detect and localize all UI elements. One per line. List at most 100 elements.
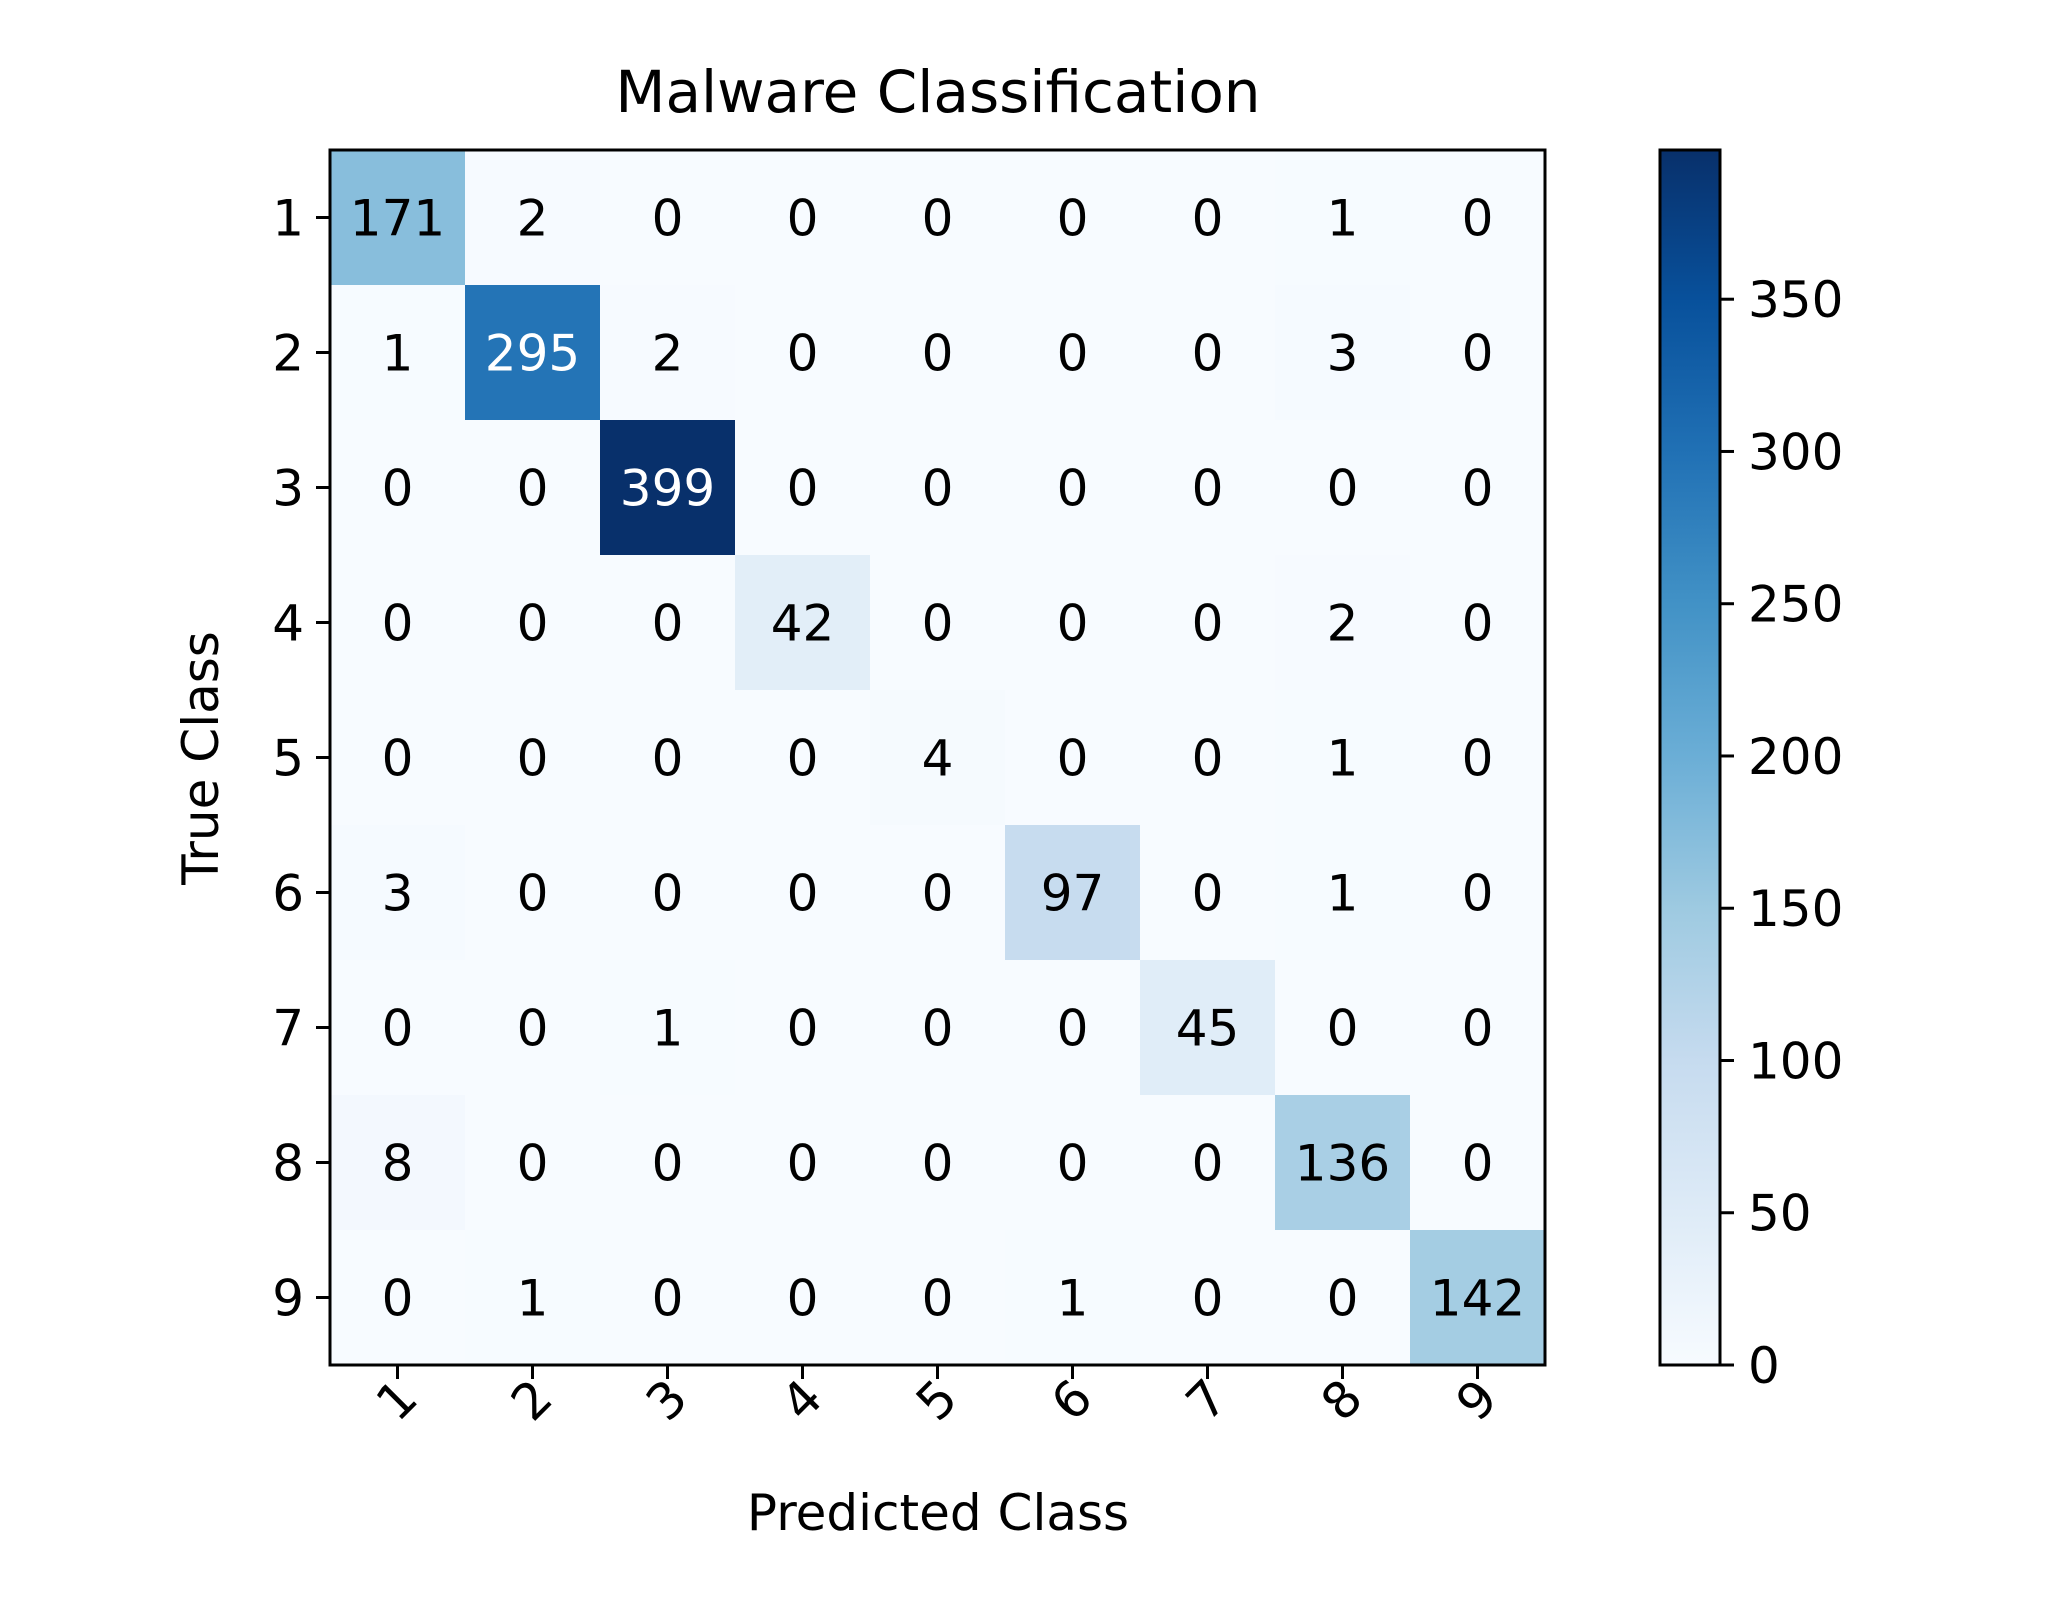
heatmap-cell-r5-c2 bbox=[465, 690, 601, 826]
heatmap-cell-r6-c4 bbox=[735, 825, 871, 961]
heatmap-cell-r4-c7 bbox=[1140, 555, 1276, 691]
cell-value-r9-c1: 0 bbox=[382, 1270, 414, 1328]
cell-value-r6-c7: 0 bbox=[1192, 865, 1224, 923]
heatmap-cell-r7-c3 bbox=[600, 960, 736, 1096]
cell-value-r2-c4: 0 bbox=[787, 325, 819, 383]
heatmap-cell-r4-c4 bbox=[735, 555, 871, 691]
cell-value-r3-c5: 0 bbox=[922, 460, 954, 518]
heatmap-cell-r2-c3 bbox=[600, 285, 736, 421]
heatmap-cell-r8-c5 bbox=[870, 1095, 1006, 1231]
heatmap-cell-r7-c1 bbox=[330, 960, 466, 1096]
heatmap-cell-r5-c7 bbox=[1140, 690, 1276, 826]
cell-value-r9-c9: 142 bbox=[1430, 1270, 1525, 1328]
colorbar-ticks: 0 50 100 150 200 250 300 350 bbox=[1720, 271, 1843, 1395]
cell-value-r9-c5: 0 bbox=[922, 1270, 954, 1328]
cell-value-r1-c2: 2 bbox=[517, 190, 549, 248]
cell-value-r8-c1: 8 bbox=[382, 1135, 414, 1193]
heatmap-cell-r8-c7 bbox=[1140, 1095, 1276, 1231]
x-tick-label-1: 1 bbox=[365, 1369, 429, 1433]
x-tick-label-6: 6 bbox=[1040, 1369, 1104, 1433]
heatmap-cell-r4-c8 bbox=[1275, 555, 1411, 691]
cell-value-r5-c4: 0 bbox=[787, 730, 819, 788]
heatmap-cell-r6-c7 bbox=[1140, 825, 1276, 961]
cell-value-r7-c9: 0 bbox=[1462, 1000, 1494, 1058]
cell-value-r7-c1: 0 bbox=[382, 1000, 414, 1058]
heatmap-cell-r1-c7 bbox=[1140, 150, 1276, 286]
cell-value-r4-c3: 0 bbox=[652, 595, 684, 653]
cell-value-r8-c9: 0 bbox=[1462, 1135, 1494, 1193]
cell-value-r5-c8: 1 bbox=[1327, 730, 1359, 788]
heatmap-cell-r9-c2 bbox=[465, 1230, 601, 1366]
cell-value-r5-c1: 0 bbox=[382, 730, 414, 788]
cell-value-r9-c4: 0 bbox=[787, 1270, 819, 1328]
heatmap-cell-r4-c2 bbox=[465, 555, 601, 691]
heatmap-cell-r7-c5 bbox=[870, 960, 1006, 1096]
heatmap-cell-r4-c3 bbox=[600, 555, 736, 691]
heatmap-cell-r1-c8 bbox=[1275, 150, 1411, 286]
heatmap-cell-r3-c7 bbox=[1140, 420, 1276, 556]
chart-title: Malware Classification bbox=[615, 58, 1260, 126]
heatmap-cell-r8-c6 bbox=[1005, 1095, 1141, 1231]
heatmap-cell-r9-c9 bbox=[1410, 1230, 1546, 1366]
y-tick-label-4: 4 bbox=[272, 595, 304, 653]
colorbar-tick-label-150: 150 bbox=[1748, 880, 1843, 938]
cell-value-r8-c4: 0 bbox=[787, 1135, 819, 1193]
heatmap-cell-r7-c4 bbox=[735, 960, 871, 1096]
heatmap-cell-r9-c4 bbox=[735, 1230, 871, 1366]
y-tick-label-9: 9 bbox=[272, 1270, 304, 1328]
x-tick-label-3: 3 bbox=[635, 1369, 699, 1433]
cell-value-r3-c6: 0 bbox=[1057, 460, 1089, 518]
heatmap-cell-r7-c8 bbox=[1275, 960, 1411, 1096]
cell-value-r9-c3: 0 bbox=[652, 1270, 684, 1328]
colorbar-tick-label-50: 50 bbox=[1748, 1185, 1812, 1243]
cell-value-r6-c1: 3 bbox=[382, 865, 414, 923]
heatmap-cell-r2-c5 bbox=[870, 285, 1006, 421]
heatmap-cell-r2-c4 bbox=[735, 285, 871, 421]
heatmap-cell-labels: 171 2 0 0 0 0 0 1 01 295 2 0 0 0 0 3 00 0 399 0 0 0 0 0 00 0 0 42 0 0… bbox=[350, 190, 1525, 1328]
heatmap-cell-r5-c9 bbox=[1410, 690, 1546, 826]
colorbar-tick-label-250: 250 bbox=[1748, 576, 1843, 634]
heatmap-cell-r2-c2 bbox=[465, 285, 601, 421]
y-axis-ticks: 1 2 3 4 5 6 7 8 9 bbox=[272, 190, 330, 1328]
heatmap-cell-r8-c9 bbox=[1410, 1095, 1546, 1231]
y-tick-label-1: 1 bbox=[272, 190, 304, 248]
colorbar-tick-label-0: 0 bbox=[1748, 1337, 1780, 1395]
heatmap-cell-r7-c7 bbox=[1140, 960, 1276, 1096]
heatmap-cell-r5-c5 bbox=[870, 690, 1006, 826]
cell-value-r3-c8: 0 bbox=[1327, 460, 1359, 518]
x-tick-label-8: 8 bbox=[1310, 1369, 1374, 1433]
y-tick-label-2: 2 bbox=[272, 325, 304, 383]
heatmap-cell-r2-c8 bbox=[1275, 285, 1411, 421]
colorbar-tick-label-200: 200 bbox=[1748, 728, 1843, 786]
heatmap-cell-r2-c1 bbox=[330, 285, 466, 421]
cell-value-r3-c7: 0 bbox=[1192, 460, 1224, 518]
cell-value-r6-c6: 97 bbox=[1041, 865, 1105, 923]
cell-value-r4-c8: 2 bbox=[1327, 595, 1359, 653]
cell-value-r3-c9: 0 bbox=[1462, 460, 1494, 518]
cell-value-r8-c6: 0 bbox=[1057, 1135, 1089, 1193]
heatmap-cell-r6-c3 bbox=[600, 825, 736, 961]
cell-value-r6-c4: 0 bbox=[787, 865, 819, 923]
heatmap-cell-r3-c8 bbox=[1275, 420, 1411, 556]
cell-value-r1-c5: 0 bbox=[922, 190, 954, 248]
cell-value-r3-c2: 0 bbox=[517, 460, 549, 518]
x-tick-label-5: 5 bbox=[905, 1369, 969, 1433]
x-tick-label-2: 2 bbox=[500, 1369, 564, 1433]
heatmap-cell-r8-c8 bbox=[1275, 1095, 1411, 1231]
y-tick-label-8: 8 bbox=[272, 1135, 304, 1193]
cell-value-r5-c6: 0 bbox=[1057, 730, 1089, 788]
heatmap-cell-r6-c1 bbox=[330, 825, 466, 961]
x-axis-label: Predicted Class bbox=[747, 1484, 1129, 1542]
heatmap-cell-r8-c1 bbox=[330, 1095, 466, 1231]
heatmap-cell-r1-c5 bbox=[870, 150, 1006, 286]
cell-value-r5-c7: 0 bbox=[1192, 730, 1224, 788]
cell-value-r7-c6: 0 bbox=[1057, 1000, 1089, 1058]
cell-value-r2-c8: 3 bbox=[1327, 325, 1359, 383]
cell-value-r2-c2: 295 bbox=[485, 325, 580, 383]
heatmap-cell-r3-c2 bbox=[465, 420, 601, 556]
heatmap-cell-r7-c6 bbox=[1005, 960, 1141, 1096]
cell-value-r6-c3: 0 bbox=[652, 865, 684, 923]
y-tick-label-3: 3 bbox=[272, 460, 304, 518]
cell-value-r6-c9: 0 bbox=[1462, 865, 1494, 923]
cell-value-r7-c5: 0 bbox=[922, 1000, 954, 1058]
